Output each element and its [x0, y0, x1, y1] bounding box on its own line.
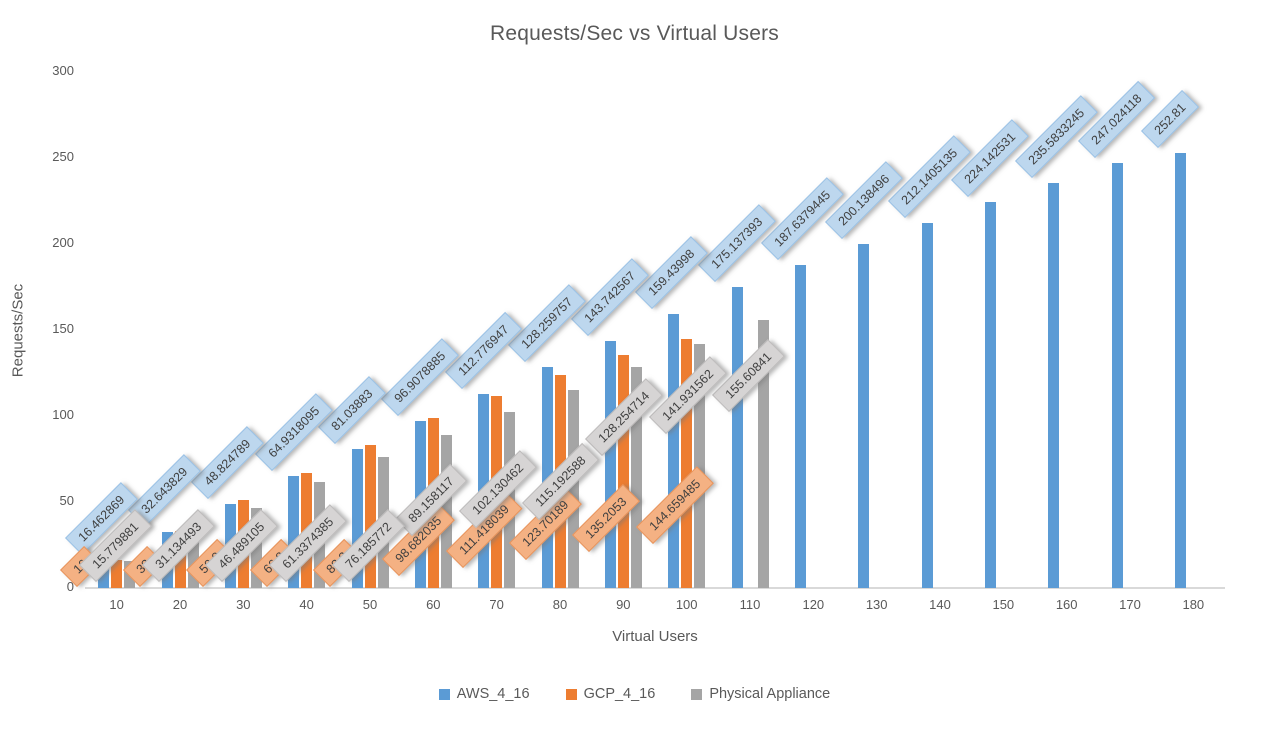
- data-label-aws-4-16: 112.776947: [444, 311, 522, 390]
- x-tick-label: 60: [426, 597, 441, 612]
- bar-aws-4-16: [1174, 153, 1186, 588]
- x-tick-label: 120: [802, 597, 825, 612]
- y-tick-label: 200: [52, 235, 74, 250]
- x-tick-label: 70: [489, 597, 504, 612]
- bar-aws-4-16: [288, 476, 300, 588]
- legend: AWS_4_16 GCP_4_16 Physical Appliance: [0, 686, 1269, 702]
- y-tick-label: 300: [52, 63, 74, 78]
- y-tick-label: 150: [52, 321, 74, 336]
- bar-aws-4-16: [351, 448, 363, 588]
- x-tick-label: 40: [299, 597, 314, 612]
- data-label-aws-4-16: 48.824789: [191, 426, 265, 500]
- bar-aws-4-16: [1111, 163, 1123, 588]
- bar-aws-4-16: [604, 340, 616, 588]
- bar-aws-4-16: [921, 223, 933, 588]
- bar-physical-appliance: [630, 367, 642, 588]
- x-tick-label: 90: [616, 597, 631, 612]
- x-tick-label: 150: [992, 597, 1015, 612]
- x-tick-label: 50: [362, 597, 378, 612]
- bar-physical-appliance: [757, 320, 769, 588]
- x-axis-line: [85, 587, 1225, 589]
- bar-physical-appliance: [567, 389, 579, 588]
- legend-label: AWS_4_16: [456, 686, 530, 702]
- bar-aws-4-16: [984, 202, 996, 588]
- legend-label: Physical Appliance: [709, 686, 831, 702]
- bar-aws-4-16: [1048, 182, 1060, 588]
- x-axis-title: Virtual Users: [612, 628, 698, 645]
- bar-aws-4-16: [858, 243, 870, 588]
- legend-item: AWS_4_16: [438, 686, 530, 702]
- bar-aws-4-16: [668, 313, 680, 588]
- bar-aws-4-16: [731, 286, 743, 588]
- legend-item: GCP_4_16: [565, 686, 656, 702]
- x-tick-label: 10: [109, 597, 124, 612]
- bar-aws-4-16: [794, 265, 806, 588]
- legend-swatch-icon: [691, 688, 703, 700]
- y-tick-label: 100: [52, 407, 74, 422]
- bar-gcp-4-16: [111, 560, 123, 588]
- y-tick-label: 250: [52, 149, 74, 164]
- y-tick-label: 50: [59, 493, 74, 508]
- bar-physical-appliance: [694, 343, 706, 588]
- bar-gcp-4-16: [681, 339, 693, 588]
- data-label-aws-4-16: 64.9318095: [254, 393, 333, 472]
- x-tick-label: 160: [1055, 597, 1078, 612]
- chart-title: Requests/Sec vs Virtual Users: [489, 22, 780, 45]
- x-tick-label: 170: [1119, 597, 1141, 612]
- y-tick-label: 0: [66, 579, 74, 594]
- bar-gcp-4-16: [364, 444, 376, 588]
- data-label-aws-4-16: 96.9078885: [381, 338, 460, 417]
- x-tick-label: 130: [865, 597, 888, 612]
- x-tick-label: 80: [552, 597, 568, 612]
- bar-physical-appliance: [250, 508, 262, 588]
- x-tick-label: 180: [1182, 597, 1205, 612]
- x-tick-label: 20: [172, 597, 188, 612]
- legend-label: GCP_4_16: [583, 686, 656, 702]
- x-tick-label: 30: [236, 597, 251, 612]
- x-tick-label: 100: [675, 597, 698, 612]
- x-tick-label: 110: [739, 597, 761, 612]
- legend-item: Physical Appliance: [691, 686, 830, 702]
- data-label-aws-4-16: 128.259757: [508, 284, 586, 363]
- bar-gcp-4-16: [617, 355, 629, 588]
- legend-swatch-icon: [438, 688, 450, 700]
- data-label-aws-4-16: 143.742567: [571, 257, 650, 336]
- legend-swatch-icon: [565, 688, 577, 700]
- x-tick-label: 140: [929, 597, 951, 612]
